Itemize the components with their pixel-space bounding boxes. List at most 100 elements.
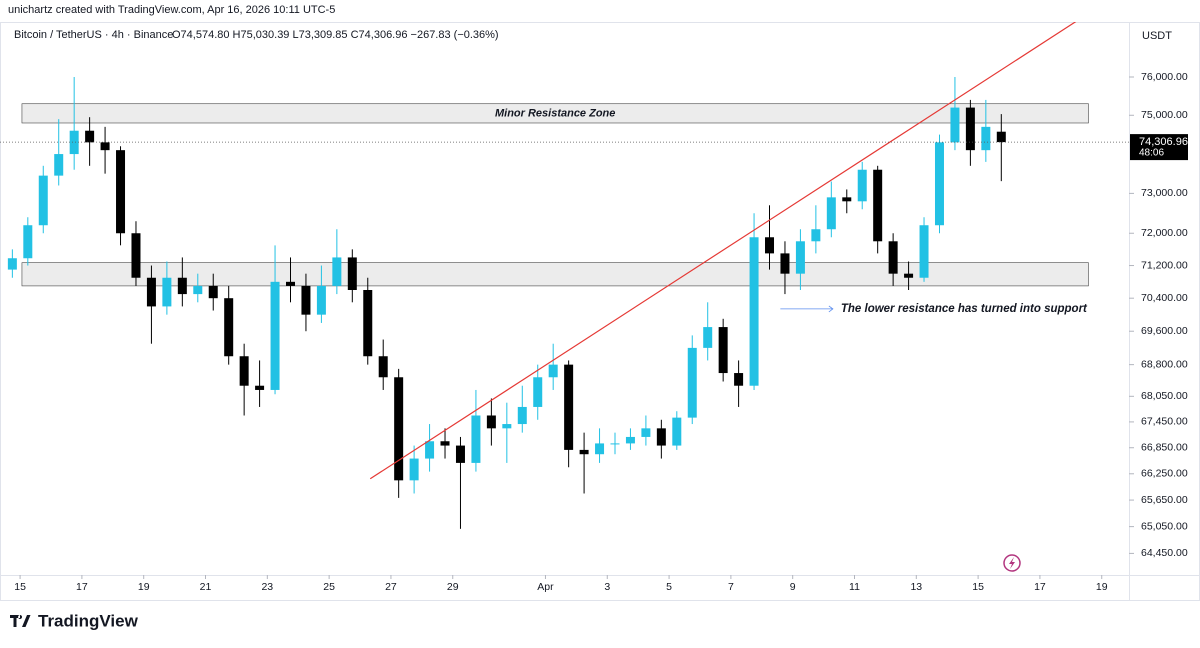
last-price-box [1130,134,1188,161]
candle-body [703,327,713,348]
y-tick-label: 76,000.00 [1141,71,1188,83]
x-tick-label: 5 [666,581,672,593]
candle-body [378,356,388,378]
candle-body [347,257,357,290]
y-tick-label: 71,200.00 [1141,259,1188,271]
x-tick-label: 27 [385,581,397,593]
legend: Bitcoin / TetherUS · 4h · Binance [14,29,173,41]
x-tick-label: 19 [138,581,150,593]
y-tick-label: 69,600.00 [1141,325,1188,337]
y-tick-label: 75,000.00 [1141,109,1188,121]
x-tick-label: 29 [447,581,459,593]
candle-body [934,142,944,226]
candle-body [780,253,790,274]
candle-body [285,281,295,286]
candle-body [116,150,126,234]
candle-body [162,277,172,307]
candle-body [255,385,265,390]
annotation-text: The lower resistance has turned into sup… [841,303,1088,315]
candle-body [239,356,249,386]
candle-body [734,373,744,386]
alert-icon [1003,554,1021,572]
candle-body [564,364,574,450]
candle-body [811,229,821,242]
x-tick-label: 23 [261,581,273,593]
y-tick-label: 68,050.00 [1141,390,1188,402]
candle-body [455,445,465,463]
x-tick-label: 7 [728,581,734,593]
last-price-label: 74,306.96 [1139,136,1188,148]
zone-label: Minor Resistance Zone [495,107,615,119]
y-tick-label: 66,850.00 [1141,442,1188,454]
candle-body [363,289,373,357]
candle-body [795,241,805,274]
candle-body [533,377,543,407]
candle-body [857,169,867,202]
candle-body [625,436,635,444]
x-tick-label: 19 [1096,581,1108,593]
countdown: 48:06 [1139,148,1164,159]
candle-body [394,377,404,481]
axes: 76,000.00 75,000.00 73,000.00 72,000.00 71,2… [14,71,1188,593]
candle-body [950,107,960,143]
candle-body [826,197,836,230]
candle-body [502,424,512,429]
x-tick-label: Apr [537,581,554,593]
trendline [369,22,1077,480]
annotation-arrowhead [828,305,834,313]
candle-body [301,285,311,315]
y-tick-label: 65,650.00 [1141,494,1188,506]
candle-body [69,130,79,155]
candle-body [548,364,558,378]
candle-body [749,237,759,386]
y-tick-label: 65,050.00 [1141,520,1188,532]
y-tick-label: 72,000.00 [1141,227,1188,239]
candle-body [38,175,48,226]
x-tick-label: 15 [14,581,26,593]
candle-body [610,443,620,445]
candle-body [965,107,975,151]
candle-body [100,142,110,151]
x-tick-label: 9 [790,581,796,593]
candle-body [486,415,496,429]
candle-body [919,225,929,278]
x-tick-label: 11 [849,581,860,593]
candle-body [595,443,605,455]
x-tick-label: 3 [604,581,610,593]
plot: Minor Resistance Zone The lower resistanc… [0,22,1129,529]
candle-body [672,417,682,446]
y-tick-label: 73,000.00 [1141,187,1188,199]
candle-body [718,327,728,374]
candle-body [7,258,17,270]
logo: TradingView [10,611,139,630]
candle-body [687,347,697,418]
candle-body [981,126,991,151]
candle-body [54,154,64,176]
y-tick-label: 70,400.00 [1141,292,1188,304]
candle-body [270,281,280,390]
candle-body [23,225,33,259]
candle-body [517,406,527,425]
candle-body [842,197,852,202]
candle-body [409,458,419,481]
currency: USDT [1142,30,1172,42]
y-tick-label: 64,450.00 [1141,547,1188,559]
candle-body [146,277,156,307]
candle-body [579,449,589,455]
candle-body [316,285,326,315]
candle-body [873,169,883,242]
x-tick-label: 15 [972,581,984,593]
y-tick-label: 68,800.00 [1141,358,1188,370]
y-tick-label: 67,450.00 [1141,416,1188,428]
candle-body [131,233,141,278]
candle-body [996,131,1006,143]
candle-body [332,257,342,286]
x-tick-label: 17 [1034,581,1046,593]
candle-body [177,277,187,295]
candle-body [641,428,651,437]
header: unichartz created with TradingView.com, … [8,4,335,16]
candle-body [193,285,203,295]
candle-body [208,285,218,299]
y-tick-label: 66,250.00 [1141,468,1188,480]
